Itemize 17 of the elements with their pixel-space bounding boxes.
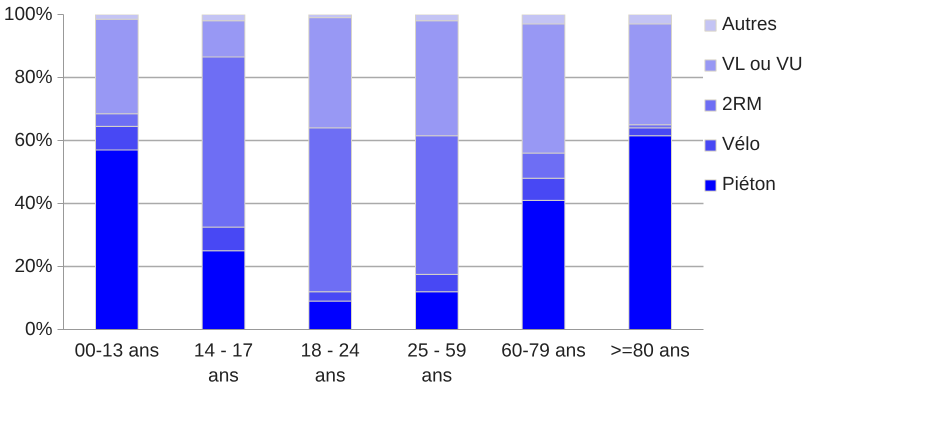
x-tick-label: >=80 ans — [610, 340, 690, 362]
y-tick-label: 60% — [14, 130, 53, 151]
y-tick-label: 80% — [14, 67, 53, 88]
y-tick-label: 40% — [14, 193, 53, 214]
y-tick-label: 100% — [4, 4, 53, 25]
y-tick-label: 0% — [25, 319, 53, 340]
legend-label: 2RM — [722, 94, 762, 116]
x-tick-label: 00-13 ans — [74, 340, 160, 362]
legend-label: VL ou VU — [722, 54, 803, 76]
legend-label: Autres — [722, 14, 777, 36]
x-tick-label: 18 - 24 ans — [300, 340, 360, 387]
x-tick-label: 14 - 17 ans — [194, 340, 254, 387]
x-tick-label: 25 - 59 ans — [407, 340, 466, 387]
legend-label: Vélo — [722, 134, 760, 156]
legend-label: Piéton — [722, 174, 776, 196]
x-tick-label: 60-79 ans — [501, 340, 586, 362]
y-tick-label: 20% — [14, 256, 53, 277]
